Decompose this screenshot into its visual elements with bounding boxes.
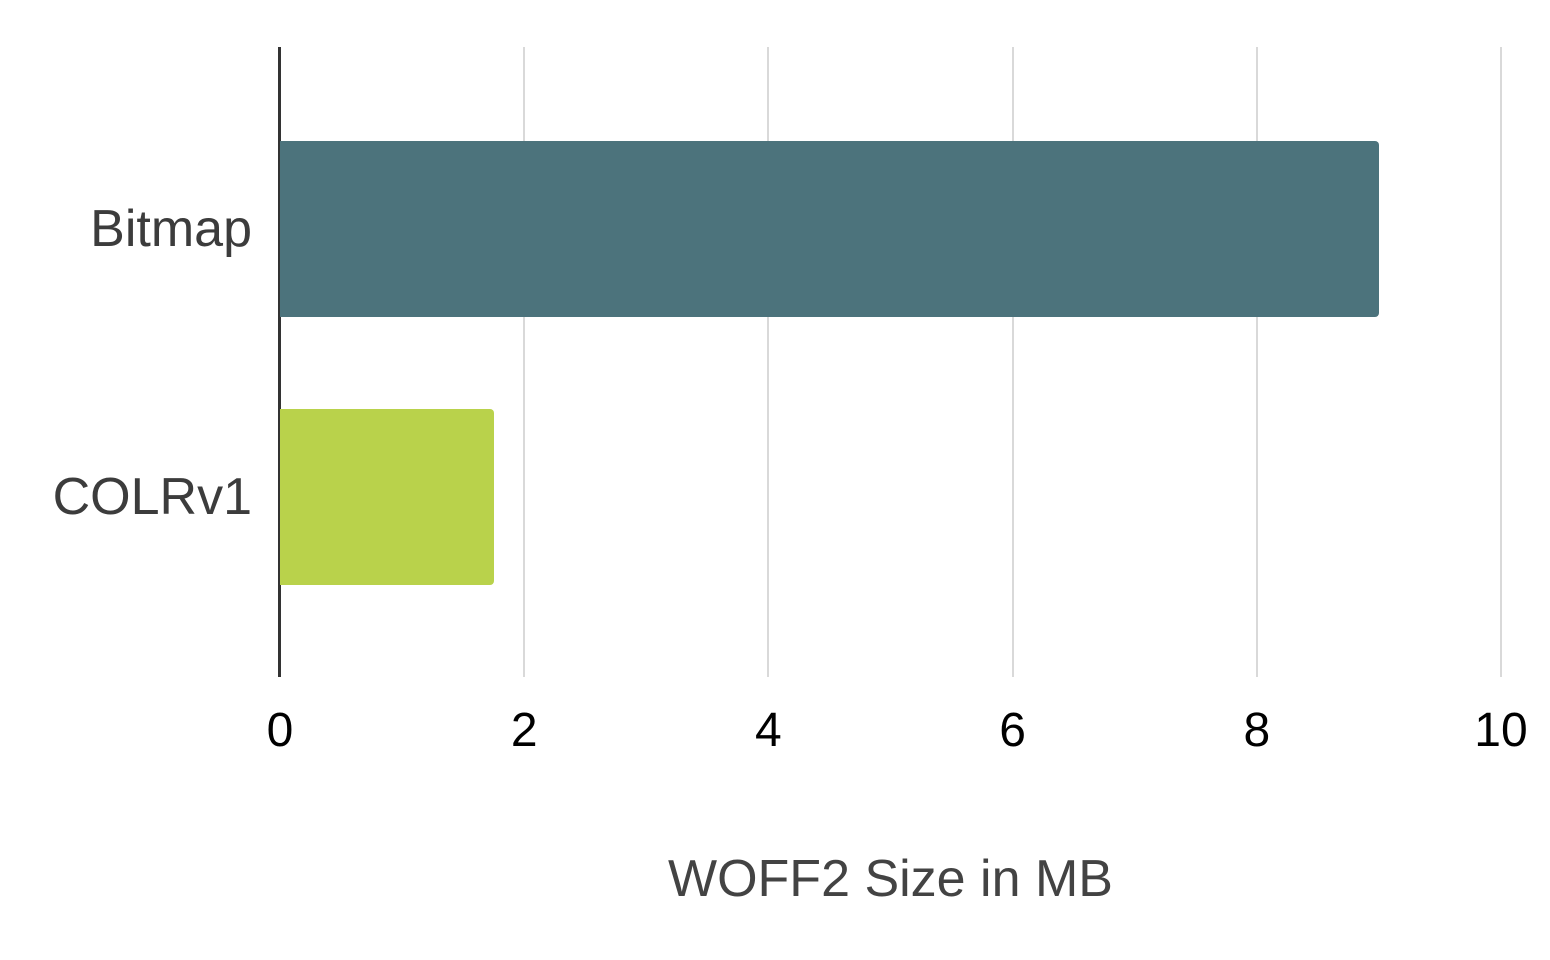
gridline-6 (1011, 47, 1014, 677)
category-label-bitmap: Bitmap (90, 200, 252, 259)
plot-area (278, 47, 1502, 677)
gridline-2 (523, 47, 526, 677)
x-tick-label-8: 8 (1243, 704, 1271, 757)
gridline-4 (767, 47, 770, 677)
x-tick-label-2: 2 (510, 704, 538, 757)
category-labels: Bitmap COLRv1 (0, 47, 252, 677)
category-label-colrv1: COLRv1 (52, 467, 252, 526)
x-axis-title: WOFF2 Size in MB (668, 850, 1113, 908)
gridline-10 (1500, 47, 1502, 677)
gridline-8 (1255, 47, 1258, 677)
bar-bitmap (280, 141, 1379, 318)
x-tick-label-4: 4 (755, 704, 782, 757)
x-tick-label-0: 0 (266, 704, 294, 757)
x-tick-label-10: 10 (1474, 704, 1528, 757)
x-tick-labels: 0 2 4 6 8 10 (267, 703, 1528, 759)
bar-colrv1 (280, 408, 494, 585)
x-tick-label-6: 6 (999, 704, 1026, 757)
y-axis-line (278, 47, 281, 677)
